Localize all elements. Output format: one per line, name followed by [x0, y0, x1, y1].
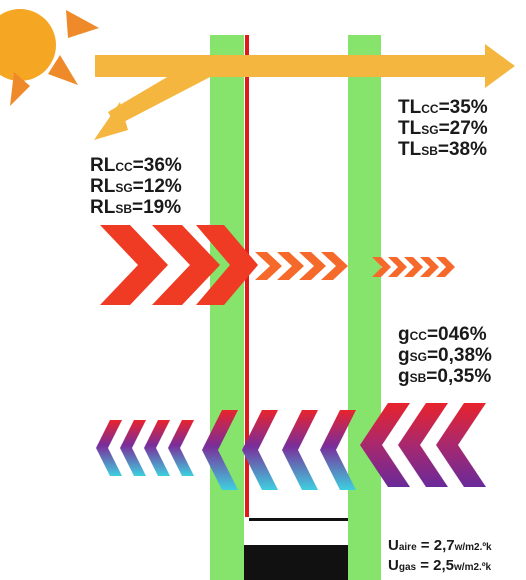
interior-heat-retention-chevrons	[360, 403, 486, 487]
reflected-light-arrow	[94, 60, 212, 140]
glass-pane-inner	[348, 35, 381, 580]
u-values: Uaire = 2,7w/m2.ºk Ugas = 2,5w/m2.ºk	[388, 538, 492, 578]
frame-spacer	[244, 518, 348, 580]
sun-icon	[0, 9, 99, 106]
u-aire: Uaire = 2,7w/m2.ºk	[388, 537, 492, 554]
rl-cc: RLCC=36%	[90, 155, 182, 176]
interior-heat-chevrons	[372, 257, 455, 277]
glass-pane-outer	[210, 35, 244, 580]
transmitted-heat-chevrons	[255, 252, 348, 280]
tl-sb: TLSB=38%	[398, 139, 488, 160]
g-cc: gCC=046%	[398, 324, 487, 345]
tl-cc: TLCC=35%	[398, 97, 488, 118]
incident-heat-chevrons	[100, 225, 258, 305]
rl-sb: RLSB=19%	[90, 197, 182, 218]
g-sg: gSG=0,38%	[398, 345, 492, 366]
g-sb: gSB=0,35%	[398, 366, 492, 387]
reflection-values: RLCC=36% RLSG=12% RLSB=19%	[90, 156, 182, 219]
insulation-chevrons-outer	[96, 420, 194, 476]
rl-sg: RLSG=12%	[90, 176, 182, 197]
transmitted-light-arrow	[95, 44, 515, 88]
transmission-values: TLCC=35% TLSG=27% TLSB=38%	[398, 98, 488, 161]
insulation-chevrons-gap	[202, 410, 356, 490]
solar-factor-values: gCC=046% gSG=0,38% gSB=0,35%	[398, 325, 492, 388]
tl-sg: TLSG=27%	[398, 118, 488, 139]
u-gas: Ugas = 2,5w/m2.ºk	[388, 557, 492, 574]
